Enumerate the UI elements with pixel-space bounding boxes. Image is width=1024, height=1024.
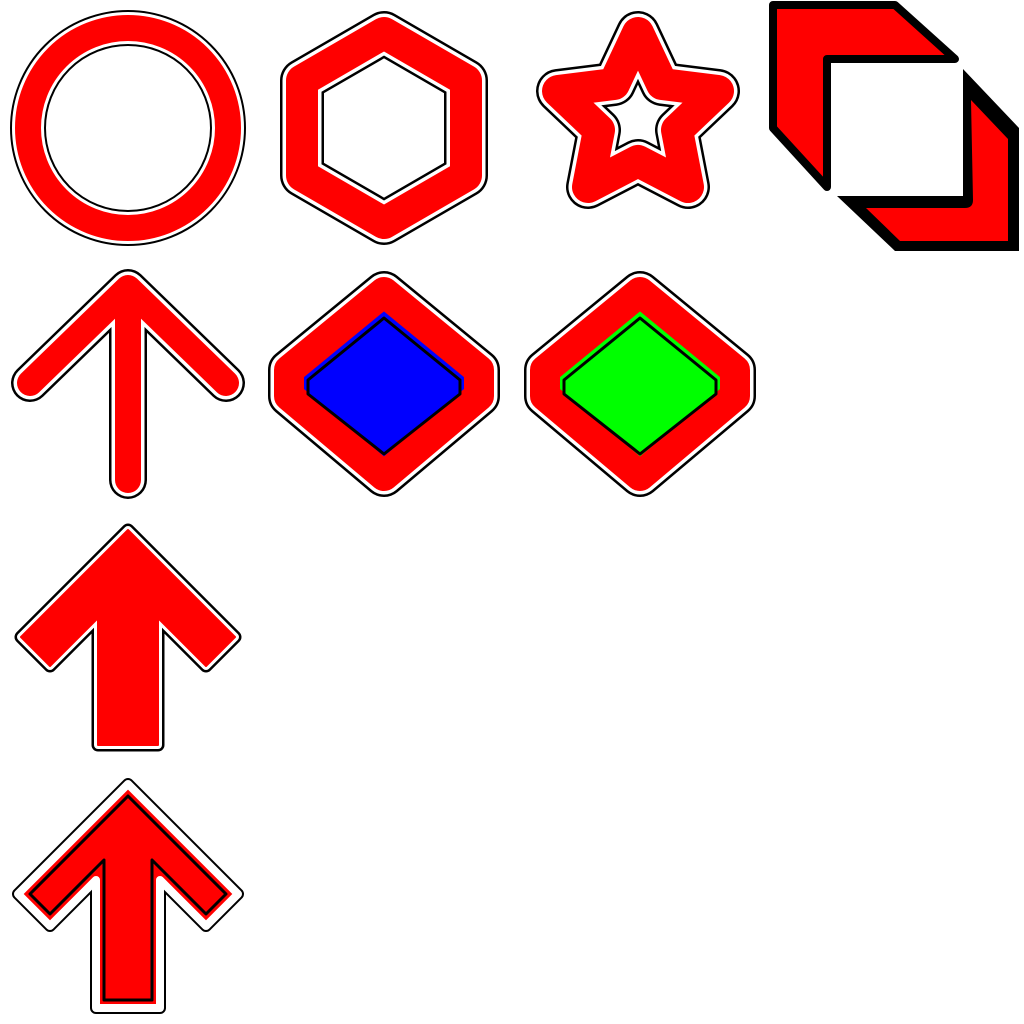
bold-arrow-up-icon [14, 523, 242, 752]
outlined-arrow-up-icon [12, 778, 244, 1014]
star-outline-icon [536, 11, 740, 209]
corner-brackets-icon [769, 1, 1019, 251]
thin-arrow-up-icon [11, 269, 245, 499]
ring-icon [10, 10, 246, 246]
diamond-green-icon [524, 271, 756, 497]
hexagon-ring-icon [280, 11, 488, 245]
diamond-blue-icon [268, 271, 500, 497]
